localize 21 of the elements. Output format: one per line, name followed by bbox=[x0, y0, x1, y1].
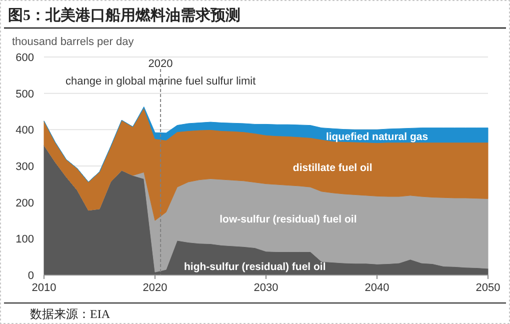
x-tick-label: 2040 bbox=[364, 282, 390, 294]
y-tick-label: 300 bbox=[16, 161, 34, 173]
y-tick-label: 200 bbox=[16, 197, 34, 210]
y-axis-title: thousand barrels per day bbox=[12, 36, 134, 48]
series-label: liquefied natural gas bbox=[326, 131, 428, 144]
annotation: change in global marine fuel sulfur limit bbox=[65, 76, 256, 88]
y-tick-label: 100 bbox=[16, 234, 34, 246]
x-tick-label: 2030 bbox=[254, 282, 278, 294]
source-note: 数据来源：EIA bbox=[30, 307, 110, 321]
ref-line-label: 2020 bbox=[148, 58, 173, 70]
x-tick-label: 2010 bbox=[32, 282, 56, 294]
y-tick-label: 0 bbox=[28, 270, 34, 282]
x-tick-label: 2020 bbox=[142, 282, 168, 294]
y-tick-label: 500 bbox=[16, 88, 34, 100]
y-tick-label: 400 bbox=[16, 124, 34, 137]
x-tick-label: 2050 bbox=[476, 282, 500, 294]
series-label: high-sulfur (residual) fuel oil bbox=[184, 261, 326, 273]
y-tick-label: 600 bbox=[16, 52, 34, 64]
series-label: distillate fuel oil bbox=[292, 162, 372, 174]
chart-title: 图5：北美港口船用燃料油需求预测 bbox=[8, 6, 240, 24]
series-label: low-sulfur (residual) fuel oil bbox=[220, 214, 357, 226]
